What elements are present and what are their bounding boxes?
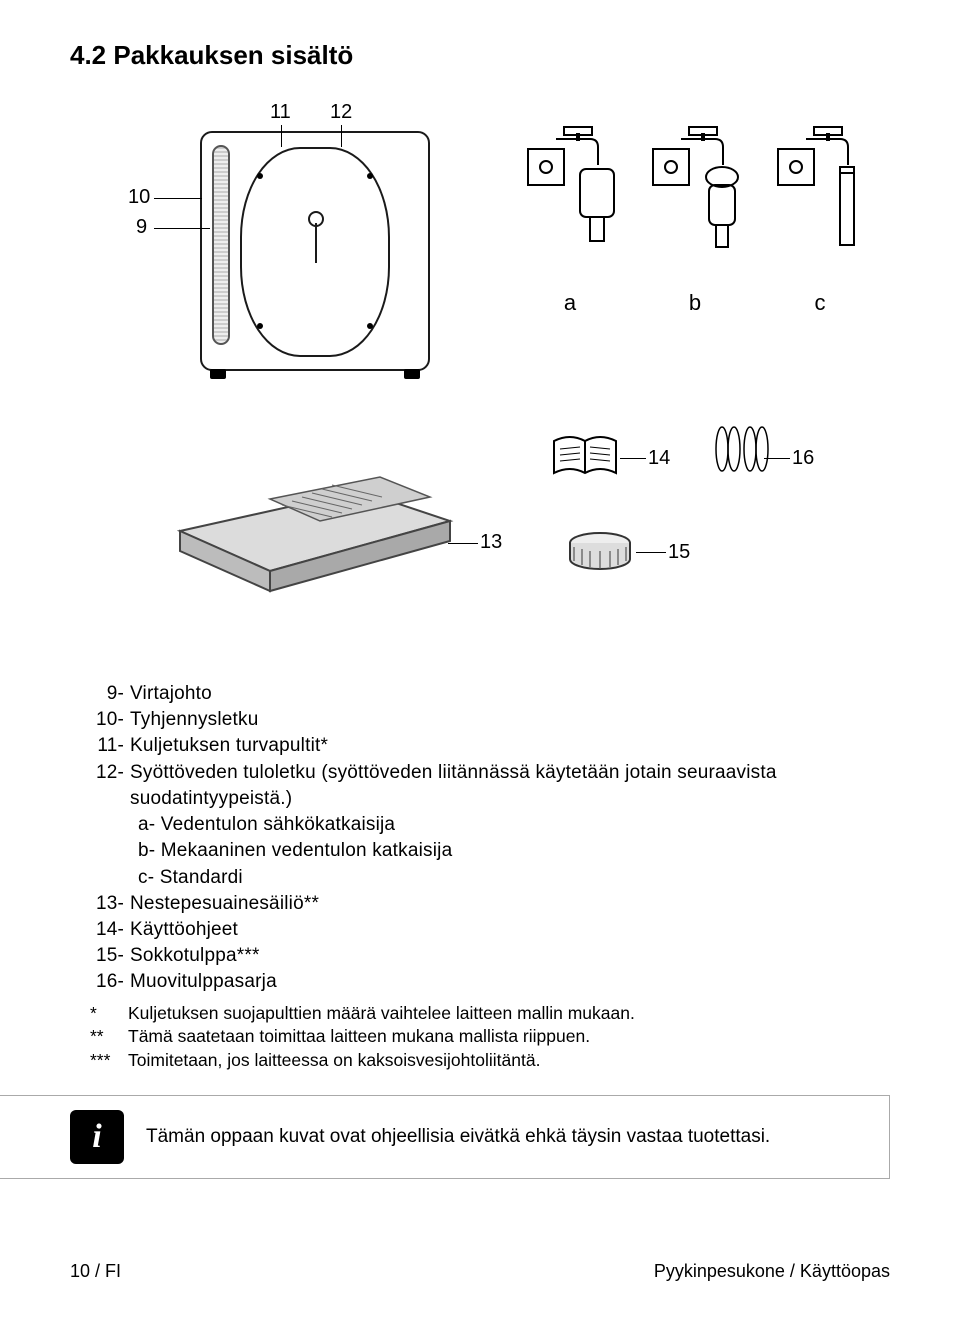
hose-illustration — [212, 145, 230, 345]
legend-list: 9-Virtajohto10-Tyhjennysletku11-Kuljetuk… — [70, 681, 890, 996]
callout-15: 15 — [668, 541, 690, 564]
callout-9: 9 — [136, 216, 147, 239]
footer-left: 10 / FI — [70, 1261, 121, 1282]
legend-row: 16-Muovitulppasarja — [90, 969, 890, 995]
callout-10: 10 — [128, 186, 150, 209]
footer-right: Pyykinpesukone / Käyttöopas — [654, 1261, 890, 1282]
page-footer: 10 / FI Pyykinpesukone / Käyttöopas — [70, 1261, 890, 1282]
legend-row: 15-Sokkotulppa*** — [90, 943, 890, 969]
legend-row: 10-Tyhjennysletku — [90, 707, 890, 733]
callout-11: 11 — [270, 101, 291, 124]
legend-row: 13-Nestepesuainesäiliö** — [90, 891, 890, 917]
stick-figure — [296, 223, 336, 263]
legend-row: 11-Kuljetuksen turvapultit* — [90, 733, 890, 759]
info-note-text: Tämän oppaan kuvat ovat ohjeellisia eivä… — [146, 1126, 770, 1148]
legend-row: 12-Syöttöveden tuloletku (syöttöveden li… — [90, 760, 890, 812]
plugs-icon — [710, 419, 780, 489]
faucet-label-a: a — [520, 290, 620, 316]
info-icon: i — [70, 1110, 124, 1164]
legend-row: b- Mekaaninen vedentulon katkaisija — [90, 838, 890, 864]
faucet-c: c — [770, 121, 870, 316]
callout-16: 16 — [792, 447, 814, 470]
detergent-tray-illustration — [160, 451, 460, 601]
faucet-label-c: c — [770, 290, 870, 316]
info-note-box: i Tämän oppaan kuvat ovat ohjeellisia ei… — [0, 1095, 890, 1179]
callout-13: 13 — [480, 531, 502, 554]
faucet-label-b: b — [645, 290, 745, 316]
footnote-row: **Tämä saatetaan toimittaa laitteen muka… — [90, 1025, 890, 1049]
footnote-row: ***Toimitetaan, jos laitteessa on kaksoi… — [90, 1049, 890, 1073]
callout-14: 14 — [648, 447, 670, 470]
manual-icon — [550, 431, 640, 491]
footnote-row: *Kuljetuksen suojapulttien määrä vaihtel… — [90, 1002, 890, 1026]
faucets-row: a b c — [520, 121, 880, 341]
package-contents-diagram: 11 12 10 9 a — [70, 101, 890, 661]
faucet-a: a — [520, 121, 620, 316]
legend-row: c- Standardi — [90, 865, 890, 891]
washer-rear-illustration — [200, 131, 430, 371]
blanking-cap-icon — [565, 531, 645, 581]
footnotes: *Kuljetuksen suojapulttien määrä vaihtel… — [70, 1002, 890, 1073]
callout-12: 12 — [330, 101, 352, 124]
faucet-b: b — [645, 121, 745, 316]
legend-row: a- Vedentulon sähkökatkaisija — [90, 812, 890, 838]
legend-row: 9-Virtajohto — [90, 681, 890, 707]
section-title: 4.2 Pakkauksen sisältö — [70, 40, 890, 71]
legend-row: 14-Käyttöohjeet — [90, 917, 890, 943]
